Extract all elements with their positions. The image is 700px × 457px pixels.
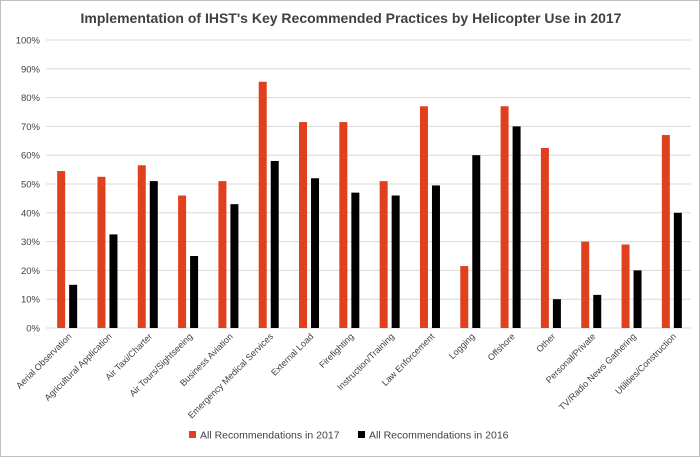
legend: All Recommendations in 2017 All Recommend… <box>189 430 509 442</box>
bar-2016 <box>149 181 158 328</box>
x-category-label: Agricultural Application <box>42 331 113 402</box>
bar-2016 <box>633 270 642 328</box>
x-category-label: TV/Radio News Gathering <box>557 331 638 412</box>
x-category-label: Other <box>534 331 557 354</box>
bar-2016 <box>472 155 481 328</box>
bar-2017 <box>540 148 549 328</box>
bar-2016 <box>512 126 521 329</box>
bar-2017 <box>299 122 308 328</box>
bar-2016 <box>190 256 199 328</box>
legend-label: All Recommendations in 2017 <box>200 430 340 442</box>
bar-2016 <box>431 185 440 328</box>
y-tick-label: 30% <box>21 237 41 248</box>
bar-2017 <box>581 241 590 328</box>
bar-2016 <box>351 192 360 328</box>
bar-2017 <box>218 181 227 328</box>
bar-2017 <box>258 81 267 328</box>
bar-2017 <box>57 171 66 328</box>
bar-2017 <box>661 135 670 328</box>
y-tick-label: 20% <box>21 266 41 277</box>
x-category-label: External Load <box>269 331 315 377</box>
y-tick-label: 80% <box>21 93 41 104</box>
x-category-label: Firefighting <box>317 331 356 370</box>
bar-2017 <box>97 176 106 328</box>
legend-swatch <box>358 431 365 438</box>
x-category-label: Logging <box>447 331 477 361</box>
y-tick-label: 50% <box>21 180 41 191</box>
bar-2016 <box>69 284 78 328</box>
y-tick-label: 60% <box>21 151 41 162</box>
x-category-label: Emergency Medical Services <box>186 331 275 420</box>
y-tick-label: 10% <box>21 295 41 306</box>
legend-item-2016: All Recommendations in 2016 <box>358 430 509 442</box>
chart-title: Implementation of IHST's Key Recommended… <box>81 10 622 26</box>
y-tick-label: 90% <box>21 64 41 75</box>
bar-2017 <box>460 266 469 328</box>
bar-2016 <box>552 299 561 328</box>
bar-2017 <box>339 122 348 328</box>
bar-2016 <box>230 204 239 328</box>
bar-2016 <box>109 234 118 328</box>
bar-2017 <box>137 165 146 328</box>
bar-2016 <box>311 178 320 328</box>
x-category-label: Offshore <box>486 331 517 362</box>
legend-label: All Recommendations in 2016 <box>369 430 509 442</box>
bar-2016 <box>593 294 602 328</box>
bar-2017 <box>178 195 187 328</box>
y-tick-label: 0% <box>26 324 40 335</box>
bar-2016 <box>391 195 400 328</box>
bars <box>57 81 682 329</box>
bar-2017 <box>500 106 509 329</box>
bar-2017 <box>621 244 630 328</box>
y-axis-ticks: 0% 10% 20% 30% 40% 50% 60% 70% 80% 90% 100% <box>16 36 41 335</box>
y-tick-label: 100% <box>16 36 41 47</box>
legend-swatch <box>189 431 196 438</box>
legend-item-2017: All Recommendations in 2017 <box>189 430 340 442</box>
bar-2017 <box>379 181 388 328</box>
bar-2016 <box>270 160 279 328</box>
bar-2016 <box>673 212 682 328</box>
y-tick-label: 70% <box>21 122 41 133</box>
y-tick-label: 40% <box>21 208 41 219</box>
bar-2017 <box>419 106 428 329</box>
